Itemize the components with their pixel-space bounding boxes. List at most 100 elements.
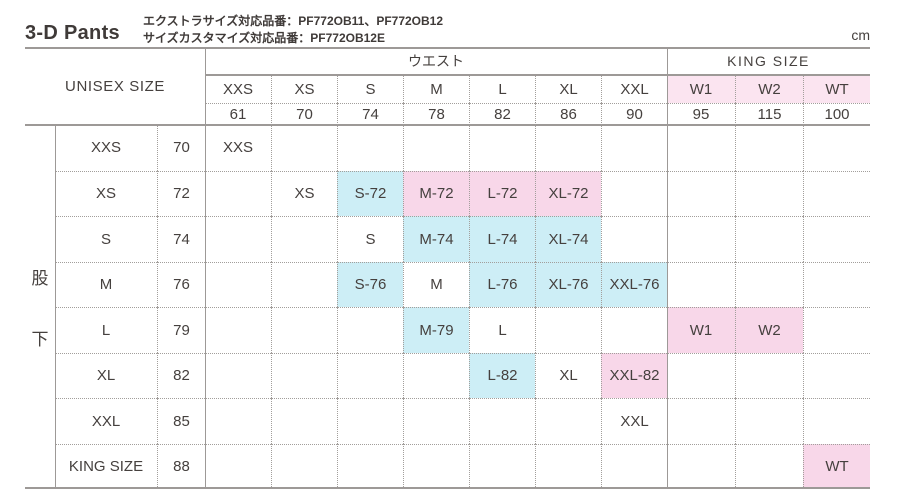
column-value: 115 (735, 103, 803, 125)
inseam-char-2: 下 (31, 330, 49, 349)
grid-cell: S-72 (337, 170, 403, 216)
grid-cell (205, 170, 271, 217)
king-size-group-header: KING SIZE (727, 53, 810, 69)
grid-cell: L (469, 307, 535, 353)
grid-cell (469, 125, 535, 171)
column-value: 70 (271, 103, 337, 125)
grid-cell (735, 352, 803, 398)
grid-cell: XL (535, 352, 601, 398)
grid-cell (535, 443, 601, 489)
grid-cell (803, 216, 870, 262)
grid-cell (205, 398, 271, 444)
column-header: L (469, 75, 535, 103)
grid-cell: M (403, 261, 469, 307)
grid-cell: W2 (735, 307, 803, 353)
row-inseam-value: 76 (157, 261, 205, 307)
column-value: 90 (601, 103, 667, 125)
grid-cell: M-74 (403, 216, 469, 262)
column-header: S (337, 75, 403, 103)
grid-cell (271, 216, 337, 262)
column-header: XXL (601, 75, 667, 103)
grid-cell (803, 261, 870, 307)
column-value: 86 (535, 103, 601, 125)
column-value: 95 (667, 103, 735, 125)
grid-cell (535, 398, 601, 444)
column-header: XXS (222, 80, 253, 98)
row-inseam-value: 74 (157, 216, 205, 262)
grid-cell (469, 398, 535, 444)
grid-cell (667, 398, 735, 444)
size-chart-table: UNISEX SIZE ウエスト KING SIZE XXS XS S M L … (25, 47, 870, 489)
grid-cell: XXS (222, 139, 253, 157)
grid-cell: XXL (601, 398, 667, 444)
grid-cell: L-76 (469, 261, 535, 307)
row-size-label: M (55, 261, 157, 308)
grid-cell: XXL-76 (601, 261, 667, 307)
grid-cell: L-74 (469, 216, 535, 262)
column-header: M (403, 75, 469, 103)
grid-cell (271, 261, 337, 307)
grid-cell: XS (271, 170, 337, 216)
row-size-label: XL (55, 352, 157, 399)
grid-cell (271, 125, 337, 171)
grid-cell (803, 398, 870, 444)
column-value: 61 (205, 103, 271, 125)
grid-cell (735, 170, 803, 216)
grid-cell (601, 125, 667, 171)
column-header: XS (271, 75, 337, 103)
grid-cell (205, 216, 271, 262)
waist-group-header: ウエスト (408, 53, 464, 69)
grid-cell: M-79 (403, 307, 469, 353)
column-header: W2 (735, 75, 803, 103)
grid-cell (667, 216, 735, 262)
inseam-vertical-label: 股 下 (25, 125, 55, 489)
grid-cell (601, 307, 667, 353)
grid-cell (403, 443, 469, 489)
extra-size-note: エクストラサイズ対応品番：PF772OB11、PF772OB12 (143, 14, 444, 28)
size-customize-note: サイズカスタマイズ対応品番：PF772OB12E (143, 31, 385, 45)
row-size-label: XXL (55, 398, 157, 444)
grid-cell: L-82 (469, 352, 535, 398)
grid-cell (667, 352, 735, 399)
grid-cell (271, 352, 337, 398)
grid-cell (403, 125, 469, 171)
grid-cell (535, 307, 601, 353)
grid-cell (337, 352, 403, 398)
row-inseam-value: 79 (157, 307, 205, 353)
size-chart-grid: UNISEX SIZE ウエスト KING SIZE XXS XS S M L … (25, 47, 870, 489)
grid-cell: XXL-82 (601, 352, 667, 398)
grid-cell (271, 398, 337, 444)
row-inseam-value: 70 (157, 125, 205, 171)
grid-cell (271, 307, 337, 353)
page-title: 3-D Pants (25, 22, 120, 44)
grid-cell (667, 443, 735, 490)
column-value: 100 (803, 103, 870, 125)
grid-cell (667, 125, 735, 171)
row-size-label: S (55, 216, 157, 262)
row-size-label: KING SIZE (55, 443, 157, 490)
column-header: XL (535, 75, 601, 103)
grid-cell (205, 352, 271, 399)
grid-cell (271, 443, 337, 489)
grid-cell: W1 (667, 307, 735, 353)
grid-cell (205, 307, 271, 353)
row-size-label: L (55, 307, 157, 353)
grid-cell (735, 443, 803, 489)
grid-cell: XL-76 (535, 261, 601, 307)
grid-cell (601, 170, 667, 216)
grid-cell (469, 443, 535, 489)
grid-cell (735, 125, 803, 171)
column-header: W1 (667, 75, 735, 103)
grid-cell: XL-74 (535, 216, 601, 262)
grid-cell (803, 170, 870, 216)
column-value: 82 (469, 103, 535, 125)
grid-cell (601, 443, 667, 489)
grid-cell (535, 125, 601, 171)
grid-cell (403, 352, 469, 398)
unisex-size-header: UNISEX SIZE (65, 77, 165, 95)
grid-cell: M-72 (403, 170, 469, 216)
grid-cell (803, 125, 870, 171)
row-inseam-value: 88 (157, 443, 205, 489)
grid-cell (205, 261, 271, 308)
column-value: 78 (403, 103, 469, 125)
